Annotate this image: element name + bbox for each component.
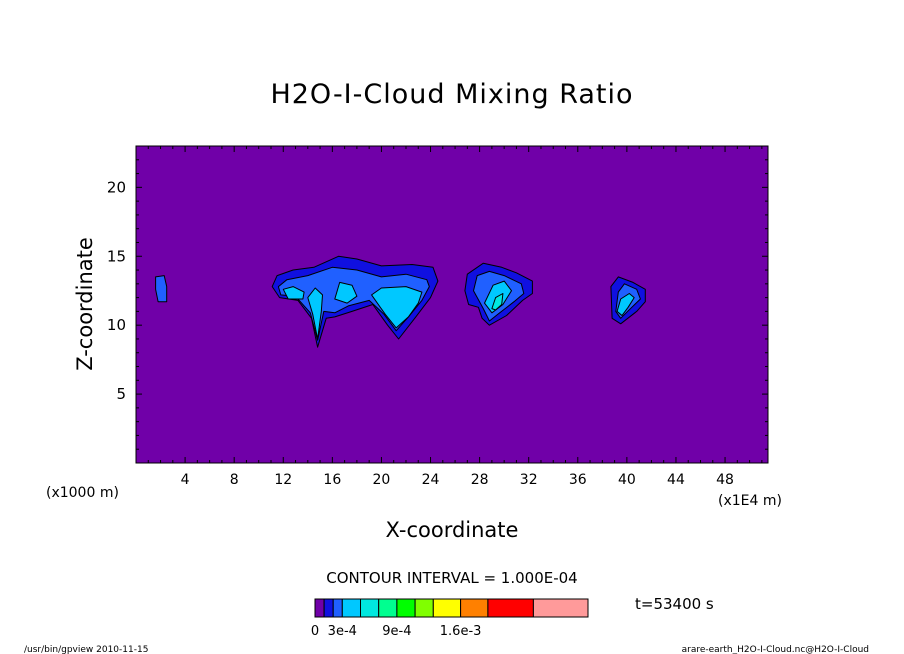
colorbar: 0 3e-4 9e-4 1.6e-3 <box>311 598 589 639</box>
colorbar-label: 3e-4 <box>328 624 357 639</box>
y-axis-label: Z-coordinate <box>73 237 97 371</box>
y-tick-label: 15 <box>107 247 126 265</box>
footer-left: /usr/bin/gpview 2010-11-15 <box>24 645 148 654</box>
x-tick-label: 40 <box>618 472 636 488</box>
y-tick-label: 10 <box>107 316 126 334</box>
colorbar-swatch <box>432 598 462 618</box>
colorbar-swatch <box>332 598 343 618</box>
y-tick-label: 5 <box>116 385 126 403</box>
x-tick-label: 32 <box>520 472 538 488</box>
colorbar-swatch <box>487 598 534 618</box>
y-tick-label: 20 <box>107 178 126 196</box>
colorbar-swatch <box>396 598 416 618</box>
contour-region-cloud-d-core <box>616 293 635 316</box>
x-tick-label: 24 <box>422 472 440 488</box>
colorbar-label: 1.6e-3 <box>440 624 482 639</box>
contour-region-cloud-c-max <box>491 293 504 311</box>
x-tick-label: 4 <box>181 472 190 488</box>
plot-frame <box>135 145 769 464</box>
x-tick-label: 44 <box>667 472 685 488</box>
contour-region-cloud-a <box>155 275 168 303</box>
colorbar-swatch <box>460 598 489 618</box>
colorbar-swatch <box>532 598 589 618</box>
contour-interval: CONTOUR INTERVAL = 1.000E-04 <box>326 569 577 587</box>
time-label: t=53400 s <box>635 595 714 613</box>
x-axis-label: X-coordinate <box>386 518 519 542</box>
colorbar-swatch <box>341 598 361 618</box>
x-tick-label: 8 <box>230 472 239 488</box>
colorbar-swatch <box>314 598 325 618</box>
x-unit-left: (x1000 m) <box>46 485 119 501</box>
x-tick-label: 16 <box>323 472 341 488</box>
contour-region-cloud-b-core4 <box>371 286 423 329</box>
x-tick-label: 36 <box>569 472 587 488</box>
colorbar-swatch <box>378 598 398 618</box>
x-axis-ticks: 4 8 12 16 20 24 28 32 36 40 44 48 <box>147 146 763 488</box>
colorbar-swatch <box>323 598 334 618</box>
x-tick-label: 48 <box>716 472 734 488</box>
colorbar-label: 9e-4 <box>382 624 411 639</box>
contour-region-cloud-b-core1 <box>282 286 305 300</box>
colorbar-swatch <box>414 598 434 618</box>
x-tick-label: 28 <box>471 472 489 488</box>
x-unit-right: (x1E4 m) <box>718 493 782 509</box>
plot-area <box>135 145 769 464</box>
colorbar-label: 0 <box>311 624 319 639</box>
footer-right: arare-earth_H2O-I-Cloud.nc@H2O-I-Cloud <box>682 645 869 654</box>
colorbar-swatch <box>360 598 380 618</box>
chart-title: H2O-I-Cloud Mixing Ratio <box>270 79 633 110</box>
contour-region-cloud-b-core2 <box>307 287 323 340</box>
x-tick-label: 20 <box>373 472 391 488</box>
y-axis-ticks: 5 10 15 20 <box>107 159 768 450</box>
x-tick-label: 12 <box>274 472 292 488</box>
contour-region-cloud-b-core3 <box>334 281 358 304</box>
plot-background <box>136 146 768 463</box>
